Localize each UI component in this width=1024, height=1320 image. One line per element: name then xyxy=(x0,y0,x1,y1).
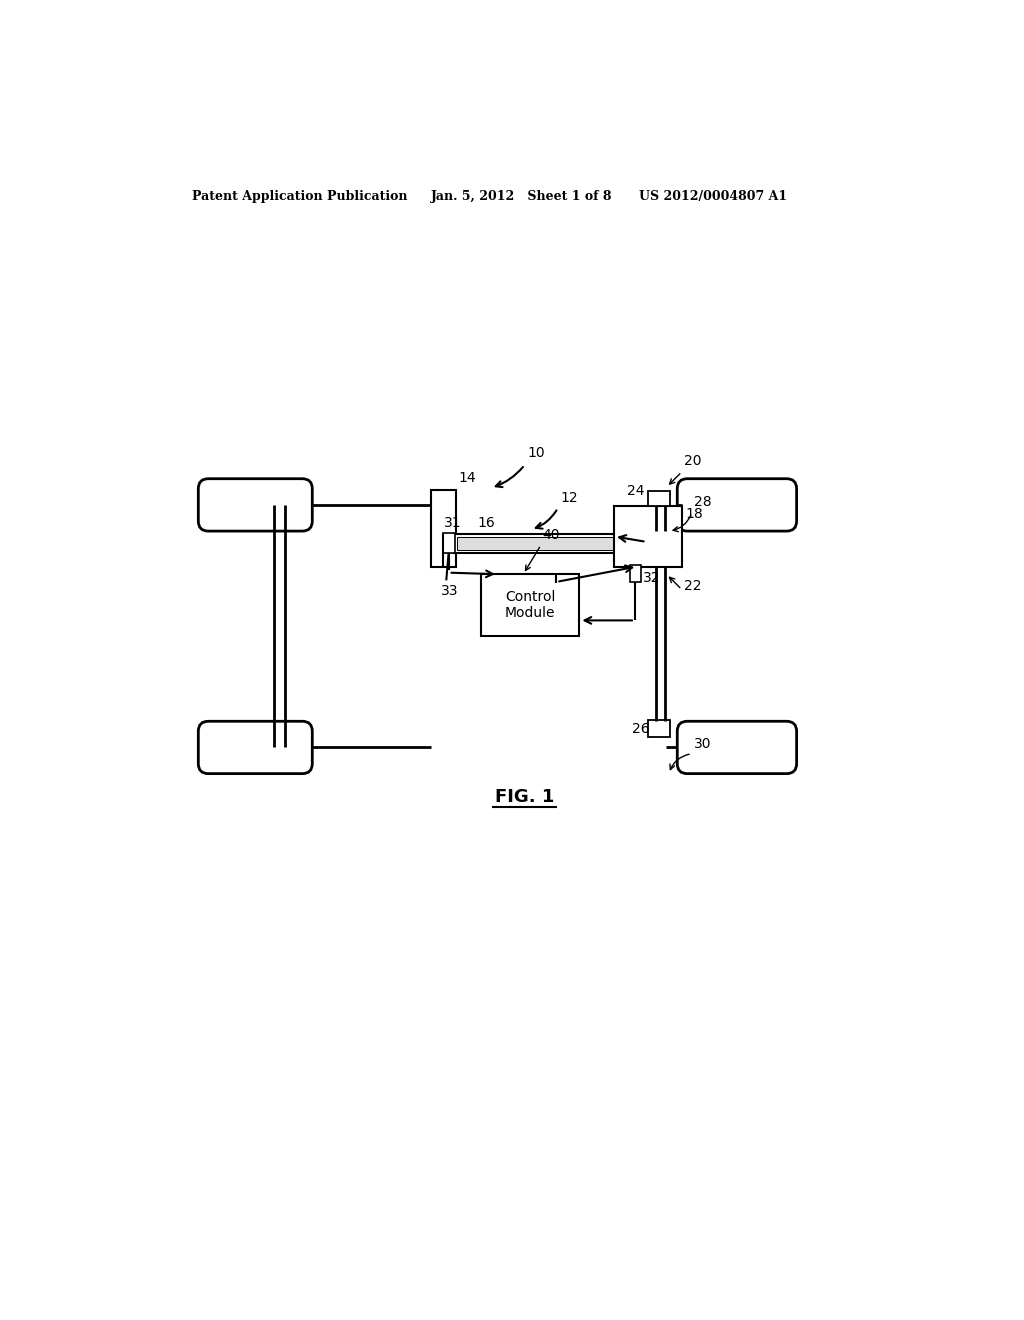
Bar xyxy=(454,535,646,553)
Text: 18: 18 xyxy=(686,507,703,521)
Text: Patent Application Publication: Patent Application Publication xyxy=(193,190,408,203)
Text: Jan. 5, 2012   Sheet 1 of 8: Jan. 5, 2012 Sheet 1 of 8 xyxy=(431,190,612,203)
FancyBboxPatch shape xyxy=(199,479,312,531)
Bar xyxy=(431,490,456,566)
Text: 33: 33 xyxy=(441,585,459,598)
Text: 31: 31 xyxy=(444,516,462,531)
Bar xyxy=(614,507,682,566)
Bar xyxy=(648,719,670,737)
Text: 32: 32 xyxy=(643,572,660,585)
FancyBboxPatch shape xyxy=(677,479,797,531)
Text: 30: 30 xyxy=(694,738,712,751)
Bar xyxy=(443,533,455,553)
Bar xyxy=(457,537,643,549)
Text: 24: 24 xyxy=(628,484,645,498)
Text: FIG. 1: FIG. 1 xyxy=(496,788,554,807)
Text: 12: 12 xyxy=(560,491,578,506)
Text: 14: 14 xyxy=(459,471,476,484)
Text: 20: 20 xyxy=(684,454,701,469)
Text: 40: 40 xyxy=(543,528,560,543)
Text: 10: 10 xyxy=(528,446,546,461)
Text: 16: 16 xyxy=(477,516,495,531)
FancyBboxPatch shape xyxy=(199,721,312,774)
Text: Control
Module: Control Module xyxy=(505,590,555,620)
Bar xyxy=(481,574,580,636)
Text: 28: 28 xyxy=(694,495,712,508)
Text: 26: 26 xyxy=(632,722,649,737)
Bar xyxy=(648,491,670,507)
FancyBboxPatch shape xyxy=(677,721,797,774)
Bar xyxy=(630,565,641,582)
Text: 22: 22 xyxy=(684,578,701,593)
Text: US 2012/0004807 A1: US 2012/0004807 A1 xyxy=(639,190,786,203)
